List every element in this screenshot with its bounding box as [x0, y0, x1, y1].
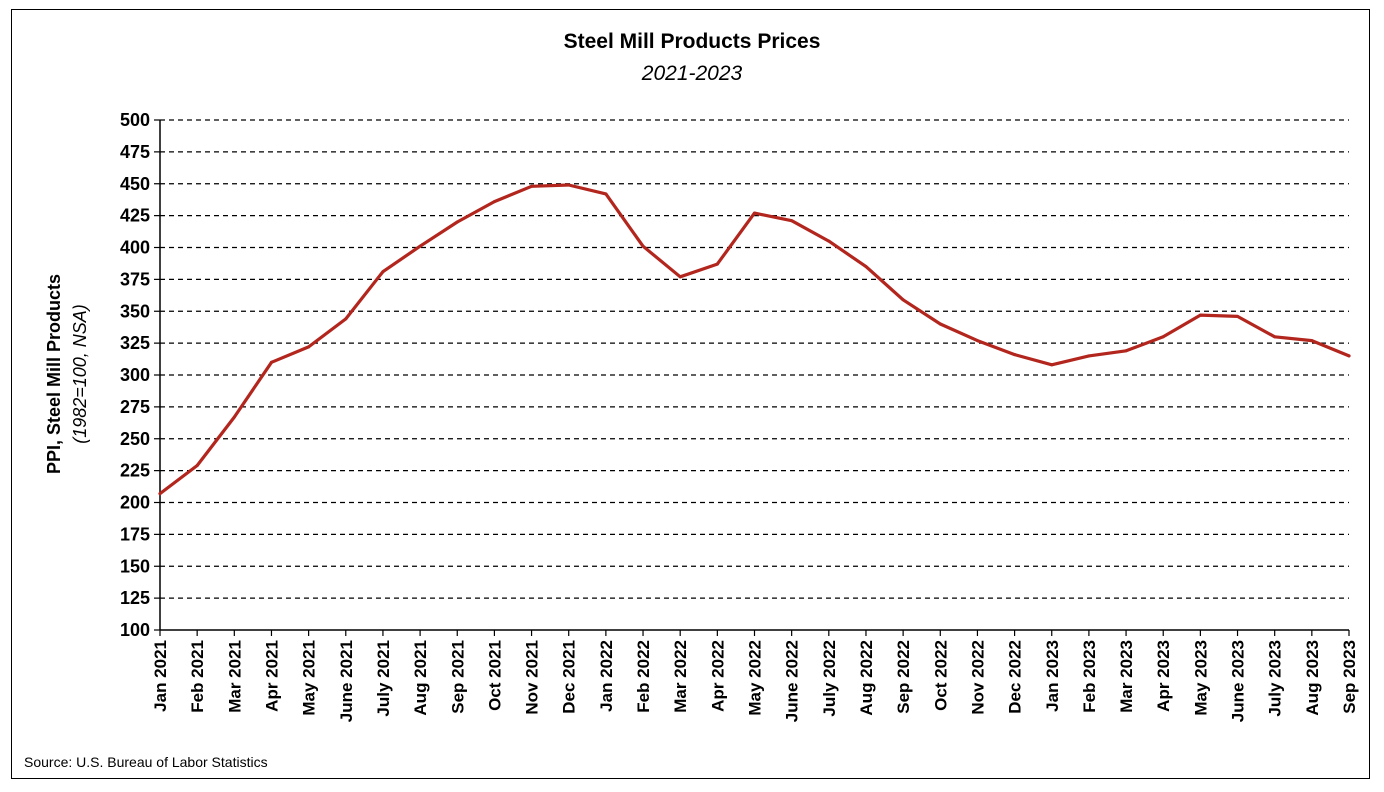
data-point [1161, 335, 1165, 339]
data-point [381, 270, 385, 274]
gridlines [160, 119, 1349, 599]
data-point [1198, 313, 1202, 317]
data-point [975, 339, 979, 343]
y-tick-label: 100 [120, 620, 150, 640]
x-tick-label: Nov 2022 [968, 640, 987, 715]
x-tick-label: Jan 2022 [597, 640, 616, 712]
y-tick-label: 350 [120, 301, 150, 321]
x-tick-label: Apr 2022 [708, 640, 727, 712]
x-tick-label: Sep 2022 [894, 640, 913, 714]
chart-frame [11, 9, 1370, 779]
data-point [1273, 335, 1277, 339]
data-point [1310, 339, 1314, 343]
x-tick-label: Sep 2023 [1340, 640, 1359, 714]
y-axis-sublabel: (1982=100, NSA) [70, 304, 90, 444]
data-point [307, 345, 311, 349]
data-point [938, 322, 942, 326]
x-tick-label: Apr 2021 [262, 640, 281, 712]
data-point [901, 298, 905, 302]
y-tick-label: 325 [120, 333, 150, 353]
data-point [1236, 314, 1240, 318]
x-tick-label: June 2022 [783, 640, 802, 722]
series-layer [158, 183, 1351, 496]
data-point [232, 415, 236, 419]
x-tick-label: Jan 2021 [151, 640, 170, 712]
data-point [864, 265, 868, 269]
x-tick-label: Mar 2023 [1117, 640, 1136, 713]
y-axis-label: PPI, Steel Mill Products [44, 274, 64, 474]
data-point [158, 492, 162, 496]
x-tick-label: Aug 2023 [1303, 640, 1322, 716]
x-tick-label: Dec 2021 [560, 640, 579, 714]
x-tick-label: Sep 2021 [448, 640, 467, 714]
data-point [715, 262, 719, 266]
data-point [1124, 349, 1128, 353]
y-axis-ticks: 100 125 150 175 200 225 250 275 300 325 350 375 400 4… [120, 110, 160, 640]
x-tick-label: May 2023 [1191, 640, 1210, 716]
y-tick-label: 125 [120, 588, 150, 608]
x-tick-label: May 2022 [746, 640, 765, 716]
data-point [530, 184, 534, 188]
series-line [158, 183, 1351, 496]
x-tick-label: Feb 2023 [1080, 640, 1099, 713]
y-tick-label: 450 [120, 174, 150, 194]
source-note: Source: U.S. Bureau of Labor Statistics [24, 754, 268, 770]
y-tick-label: 275 [120, 397, 150, 417]
data-point [344, 317, 348, 321]
x-tick-label: May 2021 [300, 640, 319, 716]
data-point [455, 220, 459, 224]
data-point [753, 211, 756, 215]
y-tick-label: 150 [120, 556, 150, 576]
x-tick-label: Nov 2021 [523, 640, 542, 715]
data-point [418, 244, 422, 248]
data-point [492, 200, 496, 204]
x-tick-label: Apr 2023 [1154, 640, 1173, 712]
x-tick-label: Feb 2021 [188, 640, 207, 713]
data-point [195, 464, 199, 468]
x-tick-label: Aug 2021 [411, 640, 430, 716]
data-point [1050, 363, 1054, 367]
data-point [641, 244, 645, 248]
data-point [827, 239, 831, 243]
data-point [567, 183, 571, 187]
data-point [790, 219, 794, 223]
data-point [604, 192, 608, 196]
y-tick-label: 225 [120, 461, 150, 481]
data-point [1347, 354, 1351, 358]
chart-title: Steel Mill Products Prices [563, 30, 821, 53]
y-tick-label: 475 [120, 142, 150, 162]
x-tick-label: July 2022 [820, 640, 839, 717]
y-tick-label: 175 [120, 524, 150, 544]
data-point [1087, 354, 1091, 358]
data-point [269, 360, 273, 364]
y-tick-label: 300 [120, 365, 150, 385]
x-tick-label: Oct 2022 [931, 640, 950, 711]
data-point [678, 275, 682, 279]
y-tick-label: 375 [120, 269, 150, 289]
x-tick-label: July 2023 [1266, 640, 1285, 717]
x-tick-label: Jan 2023 [1043, 640, 1062, 712]
y-tick-label: 425 [120, 206, 150, 226]
y-tick-label: 200 [120, 493, 150, 513]
x-tick-label: Oct 2021 [485, 640, 504, 711]
x-tick-label: Dec 2022 [1006, 640, 1025, 714]
x-tick-label: Mar 2021 [225, 640, 244, 713]
data-point [1013, 353, 1017, 357]
chart-subtitle: 2021-2023 [641, 62, 743, 85]
x-axis-ticks: Jan 2021 Feb 2021 Mar 2021 Apr 2021 May 2021… [151, 630, 1359, 722]
x-tick-label: Feb 2022 [634, 640, 653, 713]
x-tick-label: Aug 2022 [857, 640, 876, 716]
y-tick-label: 250 [120, 429, 150, 449]
x-tick-label: June 2023 [1229, 640, 1248, 722]
x-tick-label: July 2021 [374, 640, 393, 717]
x-tick-label: Mar 2022 [671, 640, 690, 713]
y-tick-label: 400 [120, 238, 150, 258]
y-tick-label: 500 [120, 110, 150, 130]
x-tick-label: June 2021 [337, 640, 356, 722]
